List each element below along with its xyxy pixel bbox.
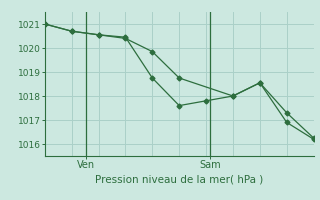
X-axis label: Pression niveau de la mer( hPa ): Pression niveau de la mer( hPa )	[95, 174, 263, 184]
